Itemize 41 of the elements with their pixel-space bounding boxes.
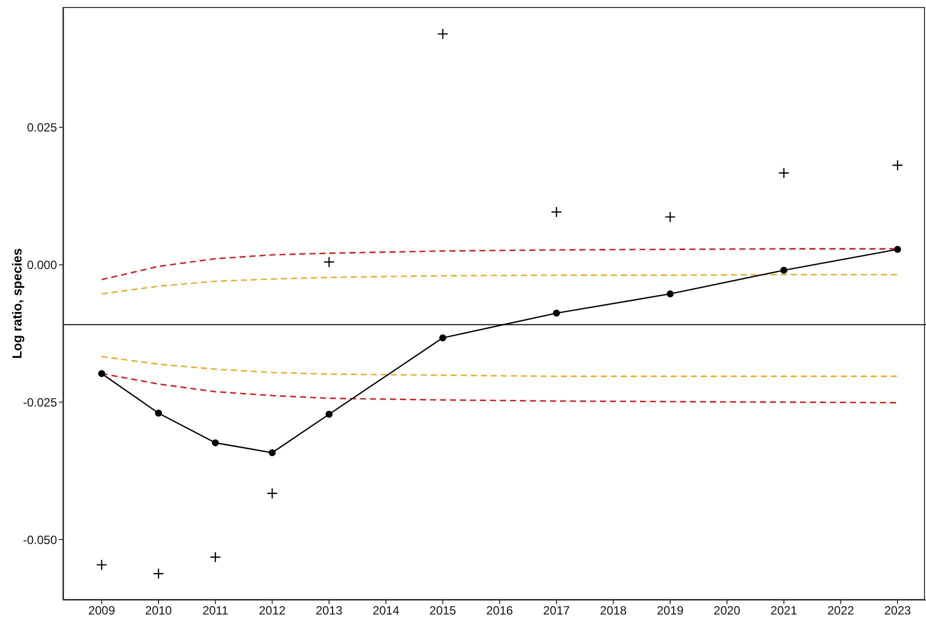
y-tick-label: 0.025 — [26, 120, 58, 135]
x-tick-label: 2016 — [486, 604, 514, 618]
x-tick-label: 2022 — [827, 604, 854, 618]
point — [778, 167, 790, 179]
x-tick-label: 2018 — [600, 604, 627, 618]
point — [98, 370, 106, 378]
x-tick-label: 2020 — [714, 604, 741, 618]
y-tick-label: -0.050 — [22, 532, 58, 547]
point — [212, 439, 219, 446]
point — [268, 449, 276, 456]
point — [210, 552, 221, 563]
x-tick-label: 2017 — [543, 604, 570, 618]
x-tick-label: 2011 — [202, 604, 229, 618]
point — [550, 206, 562, 218]
point — [96, 559, 108, 570]
point — [152, 568, 164, 580]
point — [664, 211, 676, 223]
point — [666, 290, 674, 298]
point — [323, 256, 335, 268]
x-tick-label: 2012 — [258, 604, 286, 618]
point — [780, 266, 788, 274]
y-tick-label: -0.025 — [22, 395, 58, 410]
x-tick-label: 2015 — [429, 604, 456, 618]
x-tick-label: 2009 — [88, 604, 116, 618]
point — [439, 334, 446, 342]
x-tick-label: 2014 — [372, 604, 400, 618]
point — [552, 310, 560, 317]
x-tick-label: 2023 — [884, 604, 912, 618]
point — [266, 488, 278, 499]
x-tick-label: 2019 — [656, 604, 684, 618]
x-tick-label: 2021 — [770, 604, 798, 618]
x-tick-label: 2013 — [316, 604, 343, 618]
point — [437, 28, 448, 40]
x-tick-label: 2010 — [145, 604, 172, 618]
y-axis-title: Log ratio, species — [10, 248, 25, 359]
y-tick-label: 0.000 — [26, 258, 58, 272]
point — [155, 410, 162, 417]
line-series — [101, 356, 898, 377]
point — [894, 246, 902, 253]
point — [326, 410, 333, 418]
point — [892, 160, 904, 171]
